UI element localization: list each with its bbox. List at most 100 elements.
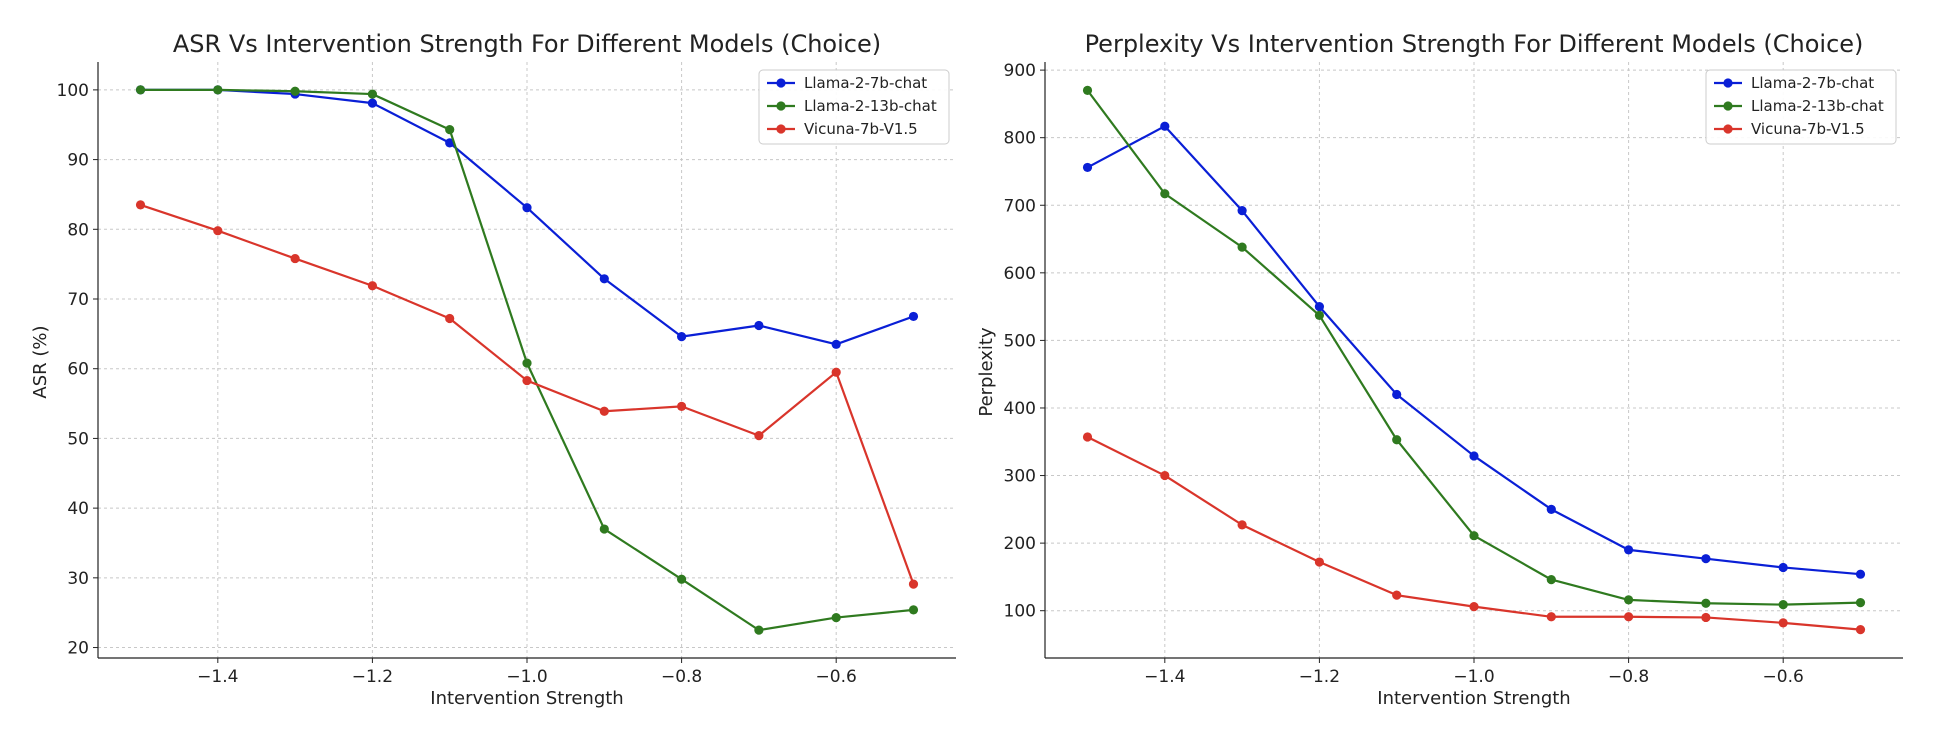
perplexity-point-llama-2-13b-chat-4 <box>1392 435 1402 445</box>
perplexity-point-llama-2-13b-chat-9 <box>1778 600 1788 610</box>
perplexity-point-llama-2-7b-chat-7 <box>1623 545 1634 555</box>
perplexity-x-tick-label-1: −1.2 <box>1299 667 1340 687</box>
asr-grid <box>98 62 956 658</box>
asr-point-vicuna-7b-v1-5-8 <box>754 431 764 441</box>
asr-point-llama-2-7b-chat-3 <box>367 98 378 108</box>
asr-point-vicuna-7b-v1-5-6 <box>599 406 609 416</box>
asr-legend-marker-vicuna-7b-v1-5 <box>776 124 786 134</box>
asr-point-llama-2-13b-chat-6 <box>599 524 609 534</box>
perplexity-point-vicuna-7b-v1-5-7 <box>1623 612 1634 622</box>
asr-point-llama-2-7b-chat-7 <box>676 332 687 342</box>
asr-point-llama-2-13b-chat-10 <box>908 605 919 615</box>
asr-point-vicuna-7b-v1-5-9 <box>831 367 841 377</box>
asr-x-tick-label-2: −1.0 <box>506 667 547 687</box>
asr-chart-title: ASR Vs Intervention Strength For Differe… <box>173 30 881 58</box>
asr-y-tick-label-2: 40 <box>67 499 89 519</box>
perplexity-point-llama-2-7b-chat-3 <box>1314 302 1325 312</box>
perplexity-legend-label-vicuna-7b-v1-5: Vicuna-7b-V1.5 <box>1751 120 1865 138</box>
perplexity-legend-marker-llama-2-13b-chat <box>1723 101 1733 111</box>
asr-legend-label-llama-2-13b-chat: Llama-2-13b-chat <box>804 97 937 115</box>
perplexity-point-llama-2-13b-chat-5 <box>1469 531 1479 541</box>
perplexity-point-vicuna-7b-v1-5-10 <box>1855 625 1866 635</box>
asr-y-tick-label-4: 60 <box>67 360 89 380</box>
perplexity-y-tick-label-1: 200 <box>1004 534 1036 554</box>
perplexity-point-llama-2-7b-chat-4 <box>1392 389 1402 400</box>
asr-point-llama-2-13b-chat-5 <box>522 358 532 368</box>
asr-point-vicuna-7b-v1-5-2 <box>290 253 300 264</box>
perplexity-y-tick-label-0: 100 <box>1004 602 1036 622</box>
perplexity-legend: Llama-2-7b-chat Llama-2-13b-chat Vicuna-7b… <box>1705 69 1897 145</box>
perplexity-legend-marker-llama-2-7b-chat <box>1723 78 1733 88</box>
asr-point-vicuna-7b-v1-5-7 <box>676 401 687 411</box>
perplexity-point-llama-2-13b-chat-3 <box>1314 310 1325 321</box>
asr-point-llama-2-7b-chat-10 <box>908 311 919 322</box>
perplexity-chart: Perplexity Vs Intervention Strength For … <box>976 30 1903 709</box>
perplexity-point-llama-2-7b-chat-9 <box>1778 562 1788 573</box>
perplexity-point-vicuna-7b-v1-5-2 <box>1237 520 1247 530</box>
perplexity-y-tick-label-3: 400 <box>1004 399 1036 419</box>
asr-point-llama-2-13b-chat-7 <box>676 574 687 584</box>
perplexity-point-llama-2-7b-chat-1 <box>1160 121 1170 131</box>
asr-point-llama-2-7b-chat-5 <box>522 203 532 213</box>
asr-point-llama-2-7b-chat-8 <box>754 320 764 331</box>
asr-y-tick-label-3: 50 <box>67 429 89 449</box>
perplexity-x-axis-label: Intervention Strength <box>1377 688 1570 709</box>
perplexity-point-vicuna-7b-v1-5-6 <box>1546 612 1556 622</box>
perplexity-y-tick-label-6: 700 <box>1004 196 1036 216</box>
asr-legend: Llama-2-7b-chat Llama-2-13b-chat Vicuna-7b… <box>758 69 950 145</box>
perplexity-legend-box <box>1705 69 1897 145</box>
asr-point-llama-2-13b-chat-1 <box>213 85 223 95</box>
perplexity-grid <box>1045 62 1903 658</box>
asr-y-axis-label: ASR (%) <box>30 325 51 398</box>
asr-y-tick-label-5: 70 <box>67 290 89 310</box>
asr-legend-marker-llama-2-7b-chat <box>776 78 786 88</box>
asr-series <box>135 85 919 635</box>
perplexity-chart-title: Perplexity Vs Intervention Strength For … <box>1085 30 1864 58</box>
asr-point-vicuna-7b-v1-5-3 <box>367 281 378 291</box>
perplexity-x-tick-label-0: −1.4 <box>1144 667 1185 687</box>
perplexity-point-llama-2-7b-chat-8 <box>1701 554 1711 564</box>
asr-legend-box <box>758 69 950 145</box>
asr-legend-marker-llama-2-13b-chat <box>776 101 786 111</box>
asr-point-llama-2-13b-chat-9 <box>831 612 841 623</box>
perplexity-point-llama-2-7b-chat-5 <box>1469 451 1479 461</box>
perplexity-x-tick-label-3: −0.8 <box>1608 667 1649 687</box>
perplexity-point-llama-2-13b-chat-6 <box>1546 575 1556 585</box>
perplexity-point-llama-2-7b-chat-10 <box>1855 569 1866 579</box>
asr-point-vicuna-7b-v1-5-4 <box>445 313 455 324</box>
asr-point-vicuna-7b-v1-5-5 <box>522 375 532 386</box>
asr-point-llama-2-13b-chat-8 <box>754 625 764 635</box>
perplexity-point-llama-2-13b-chat-10 <box>1855 597 1866 608</box>
perplexity-point-llama-2-13b-chat-8 <box>1701 598 1711 608</box>
asr-x-tick-label-3: −0.8 <box>661 667 702 687</box>
perplexity-y-tick-label-4: 500 <box>1004 331 1036 351</box>
asr-point-llama-2-7b-chat-4 <box>445 138 455 148</box>
perplexity-ticks: −1.4 −1.2 −1.0 −0.8 −0.6 100 200 300 400 500 600 70… <box>1004 61 1804 687</box>
perplexity-point-vicuna-7b-v1-5-4 <box>1392 590 1402 600</box>
perplexity-y-tick-label-5: 600 <box>1004 264 1036 284</box>
perplexity-point-llama-2-13b-chat-0 <box>1082 85 1093 95</box>
perplexity-point-vicuna-7b-v1-5-0 <box>1082 432 1093 442</box>
asr-point-vicuna-7b-v1-5-10 <box>908 579 919 589</box>
asr-point-llama-2-7b-chat-6 <box>599 274 609 284</box>
perplexity-legend-label-llama-2-13b-chat: Llama-2-13b-chat <box>1751 97 1884 115</box>
asr-y-tick-label-1: 30 <box>67 569 89 589</box>
asr-legend-label-llama-2-7b-chat: Llama-2-7b-chat <box>804 74 927 92</box>
asr-legend-label-vicuna-7b-v1-5: Vicuna-7b-V1.5 <box>804 120 918 138</box>
perplexity-legend-label-llama-2-7b-chat: Llama-2-7b-chat <box>1751 74 1874 92</box>
asr-y-tick-label-8: 100 <box>57 81 89 101</box>
asr-y-tick-label-6: 80 <box>67 220 89 240</box>
asr-y-tick-label-0: 20 <box>67 639 89 659</box>
perplexity-point-vicuna-7b-v1-5-5 <box>1469 602 1479 612</box>
perplexity-series <box>1082 85 1866 635</box>
perplexity-point-llama-2-13b-chat-7 <box>1623 595 1634 605</box>
perplexity-y-tick-label-2: 300 <box>1004 467 1036 487</box>
asr-ticks: −1.4 −1.2 −1.0 −0.8 −0.6 20 30 40 50 60 70 80 90 100 <box>57 81 857 687</box>
perplexity-point-llama-2-7b-chat-6 <box>1546 504 1556 514</box>
perplexity-point-llama-2-7b-chat-2 <box>1237 206 1247 216</box>
perplexity-point-vicuna-7b-v1-5-8 <box>1701 612 1711 623</box>
perplexity-point-llama-2-13b-chat-1 <box>1160 189 1170 199</box>
perplexity-point-vicuna-7b-v1-5-3 <box>1314 557 1325 567</box>
asr-x-tick-label-4: −0.6 <box>816 667 857 687</box>
